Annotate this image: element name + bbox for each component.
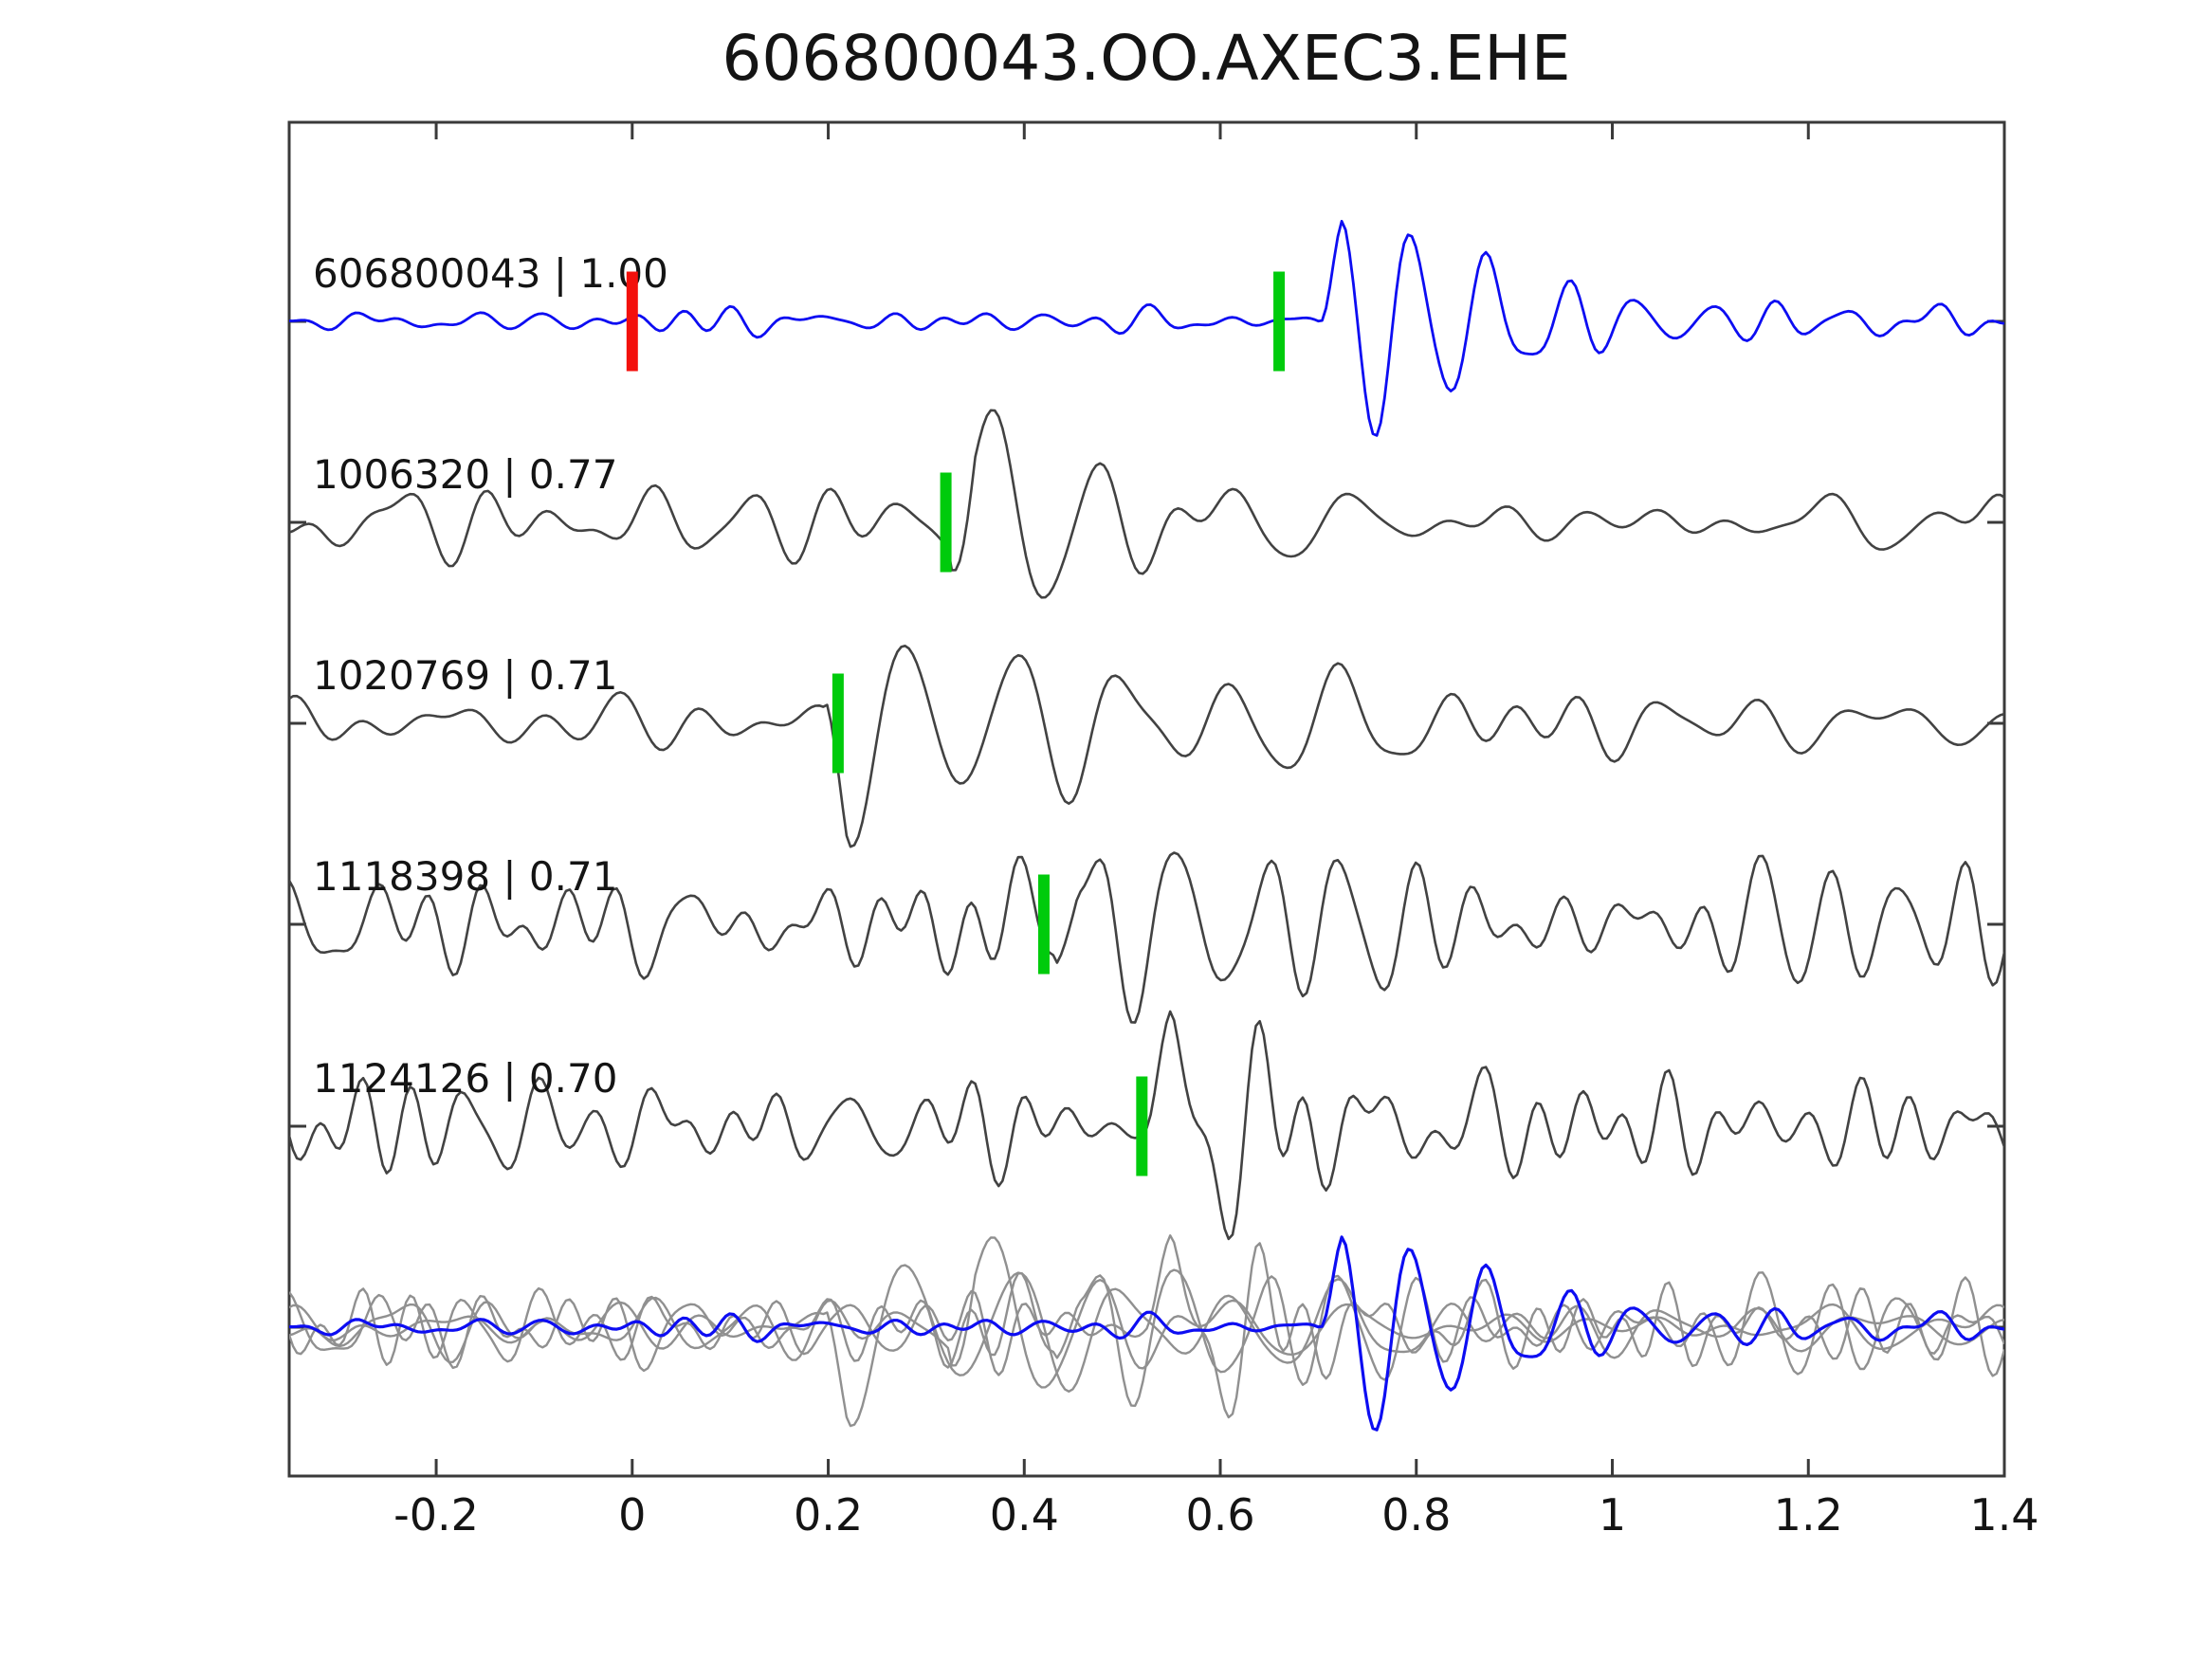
overlay-trace-line-1118398	[289, 1268, 2004, 1408]
pick-marker-1118398	[1037, 874, 1050, 975]
figure-title: 606800043.OO.AXEC3.EHE	[722, 22, 1570, 95]
trace-line-1118398	[289, 851, 2004, 1024]
trace-label-1124126: 1124126 | 0.70	[313, 1055, 617, 1102]
x-tick-label-1: 1	[1599, 1489, 1626, 1540]
plot-content: -0.2 0 0.2 0.4 0.6 0.8 1 1.2 1.4 606800043 | 1.00…	[287, 120, 2039, 1540]
x-tick-label-1.2: 1.2	[1774, 1489, 1843, 1540]
trace-label-1006320: 1006320 | 0.77	[313, 451, 617, 498]
x-tick-label-0.6: 0.6	[1185, 1489, 1254, 1540]
x-tick-label-0.4: 0.4	[990, 1489, 1059, 1540]
pick-marker-1124126	[1136, 1076, 1148, 1176]
pick-marker-1020769	[832, 673, 844, 774]
trace-label-606800043: 606800043 | 1.00	[313, 250, 668, 297]
pick-marker-1006320	[940, 472, 952, 573]
x-tick-label-0.8: 0.8	[1381, 1489, 1451, 1540]
x-tick-label-1.4: 1.4	[1969, 1489, 2038, 1540]
x-tick-label-0: 0	[618, 1489, 646, 1540]
traces-group	[289, 219, 2004, 1431]
overlay-trace-line-606800043	[289, 1235, 2004, 1431]
trace-label-1118398: 1118398 | 0.71	[313, 853, 617, 900]
trace-line-1020769	[289, 644, 2004, 848]
trace-line-606800043	[289, 219, 2004, 437]
trace-line-1006320	[289, 409, 2004, 599]
trace-label-1020769: 1020769 | 0.71	[313, 652, 617, 699]
x-tick-label-0.2: 0.2	[794, 1489, 863, 1540]
pick-marker-606800043	[1273, 271, 1286, 372]
template-marker-606800043	[626, 271, 638, 372]
plot-frame	[287, 120, 2006, 1478]
x-tick-label--0.2: -0.2	[393, 1489, 479, 1540]
overlay-trace-line-1124126	[289, 1233, 2004, 1419]
